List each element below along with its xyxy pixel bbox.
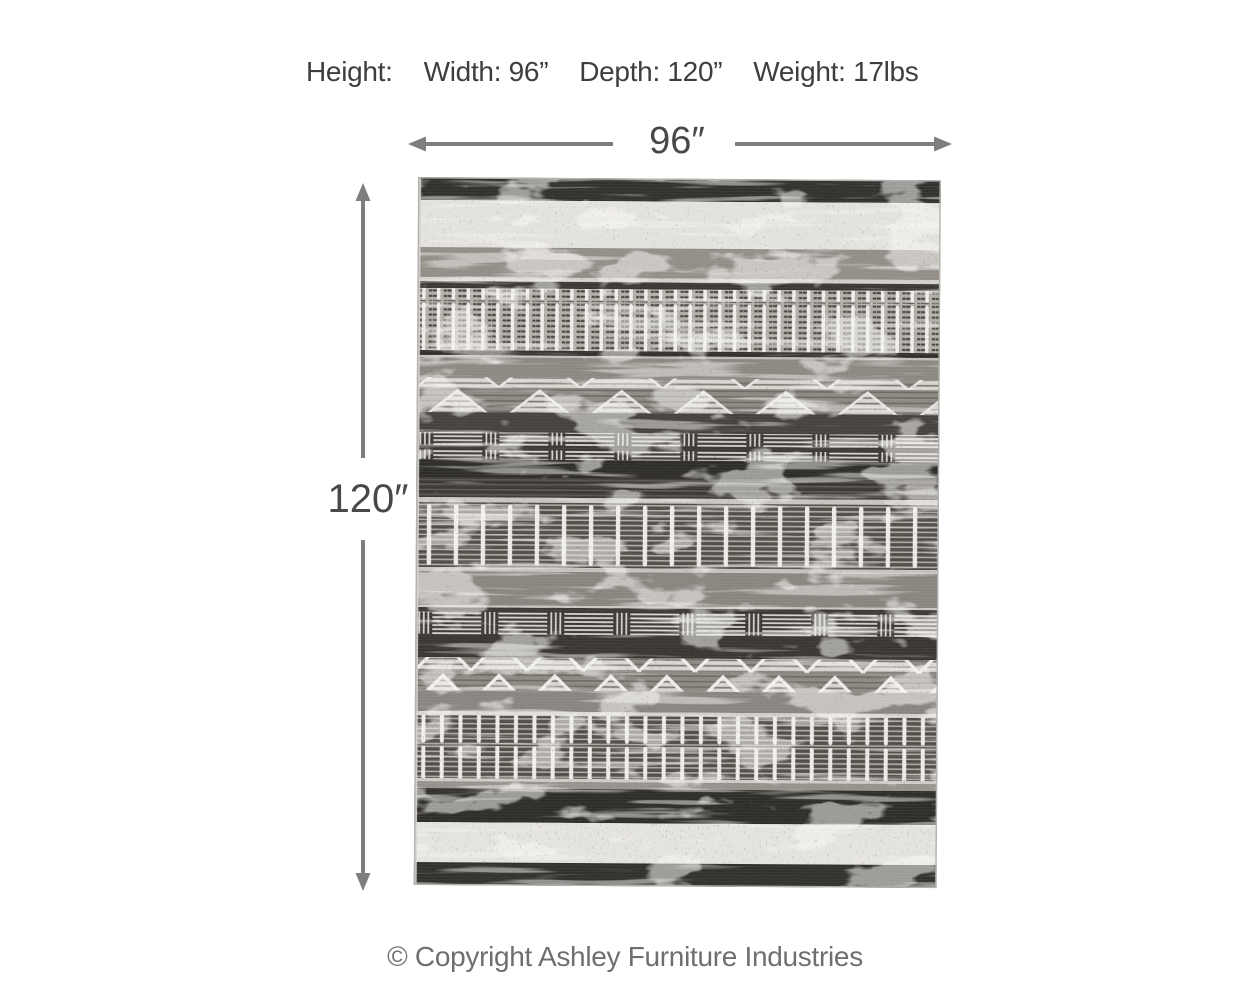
spec-width-label: Width: 96” (423, 56, 549, 87)
rug-illustration (413, 177, 941, 889)
width-dimension-arrow (408, 136, 952, 152)
arrowhead-left-icon (408, 136, 426, 152)
spec-weight-label: Weight: 17lbs (753, 56, 919, 87)
specs-header: Height: Width: 96” Depth: 120” Weight: 1… (306, 56, 919, 88)
height-dimension-label: 120″ (327, 477, 409, 521)
arrowhead-up-icon (355, 183, 371, 201)
rug-product-image (413, 177, 941, 889)
copyright-text: © Copyright Ashley Furniture Industries (387, 941, 863, 972)
spec-height-label: Height: (306, 56, 393, 87)
spec-depth-label: Depth: 120” (579, 56, 723, 87)
rug-edges (413, 177, 941, 889)
width-dimension-label: 96″ (649, 120, 705, 162)
arrowhead-right-icon (934, 136, 952, 152)
arrowhead-down-icon (355, 873, 371, 891)
rug-distress-texture (413, 177, 941, 889)
height-dimension-arrow (355, 183, 371, 891)
